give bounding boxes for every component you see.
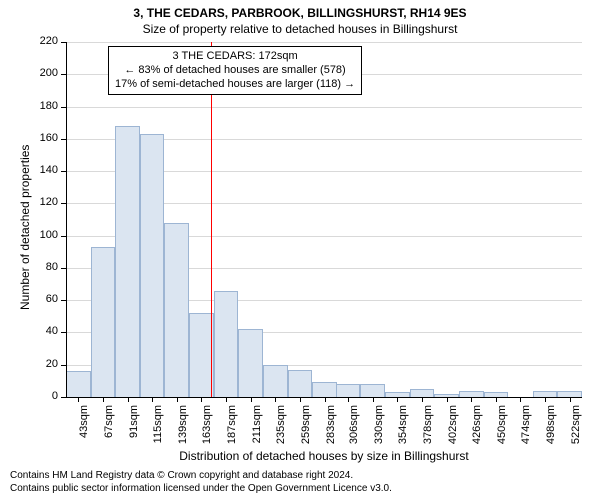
histogram-bar xyxy=(140,134,165,397)
y-tick-label: 60 xyxy=(32,293,58,305)
histogram-bar xyxy=(336,384,361,397)
x-tick xyxy=(471,397,472,402)
y-tick-label: 220 xyxy=(32,35,58,47)
x-tick-label: 402sqm xyxy=(447,405,459,455)
y-tick-label: 20 xyxy=(32,358,58,370)
x-tick-label: 474sqm xyxy=(520,405,532,455)
histogram-bar xyxy=(288,370,313,397)
x-tick-label: 91sqm xyxy=(128,405,140,455)
x-tick-label: 283sqm xyxy=(325,405,337,455)
x-tick-label: 450sqm xyxy=(496,405,508,455)
x-tick-label: 498sqm xyxy=(545,405,557,455)
plot-area xyxy=(66,42,582,397)
x-tick xyxy=(177,397,178,402)
gridline xyxy=(66,42,582,43)
histogram-bar xyxy=(66,371,91,397)
y-axis-label: Number of detached properties xyxy=(18,144,32,309)
x-tick-label: 522sqm xyxy=(570,405,582,455)
x-tick-label: 187sqm xyxy=(226,405,238,455)
x-tick-label: 139sqm xyxy=(177,405,189,455)
annotation-line1: 3 THE CEDARS: 172sqm xyxy=(115,50,355,64)
annotation-box: 3 THE CEDARS: 172sqm ← 83% of detached h… xyxy=(108,46,362,95)
y-tick-label: 160 xyxy=(32,132,58,144)
chart-title: 3, THE CEDARS, PARBROOK, BILLINGSHURST, … xyxy=(0,6,600,20)
x-tick xyxy=(152,397,153,402)
x-tick-label: 43sqm xyxy=(78,405,90,455)
x-tick xyxy=(422,397,423,402)
y-tick-label: 100 xyxy=(32,229,58,241)
x-tick xyxy=(300,397,301,402)
y-tick-label: 200 xyxy=(32,67,58,79)
x-tick xyxy=(103,397,104,402)
x-tick xyxy=(447,397,448,402)
footnote-line1: Contains HM Land Registry data © Crown c… xyxy=(10,470,392,483)
histogram-bar xyxy=(164,223,189,397)
annotation-line3: 17% of semi-detached houses are larger (… xyxy=(115,78,355,92)
y-tick-label: 0 xyxy=(32,390,58,402)
x-tick-label: 426sqm xyxy=(471,405,483,455)
x-tick xyxy=(520,397,521,402)
x-tick xyxy=(570,397,571,402)
chart-subtitle: Size of property relative to detached ho… xyxy=(0,22,600,36)
histogram-bar xyxy=(115,126,140,397)
histogram-bar xyxy=(312,382,337,397)
x-tick-label: 306sqm xyxy=(348,405,360,455)
x-tick-label: 115sqm xyxy=(152,405,164,455)
y-tick-label: 40 xyxy=(32,325,58,337)
y-tick-label: 140 xyxy=(32,164,58,176)
x-tick-label: 378sqm xyxy=(422,405,434,455)
x-tick xyxy=(545,397,546,402)
reference-line xyxy=(211,42,212,397)
chart-container: 3, THE CEDARS, PARBROOK, BILLINGSHURST, … xyxy=(0,0,600,500)
x-tick xyxy=(251,397,252,402)
x-tick xyxy=(325,397,326,402)
y-tick-label: 80 xyxy=(32,261,58,273)
histogram-bar xyxy=(214,291,239,398)
x-tick-label: 211sqm xyxy=(251,405,263,455)
x-tick-label: 259sqm xyxy=(300,405,312,455)
x-tick xyxy=(201,397,202,402)
histogram-bar xyxy=(410,389,435,397)
histogram-bar xyxy=(263,365,288,397)
x-tick xyxy=(397,397,398,402)
footnote: Contains HM Land Registry data © Crown c… xyxy=(10,470,392,495)
x-tick xyxy=(78,397,79,402)
y-tick-label: 180 xyxy=(32,100,58,112)
histogram-bar xyxy=(91,247,116,397)
histogram-bar xyxy=(360,384,385,397)
x-tick-label: 67sqm xyxy=(103,405,115,455)
x-tick xyxy=(128,397,129,402)
x-tick xyxy=(226,397,227,402)
histogram-bar xyxy=(238,329,263,397)
x-tick xyxy=(275,397,276,402)
x-tick-label: 235sqm xyxy=(275,405,287,455)
x-tick-label: 330sqm xyxy=(373,405,385,455)
x-tick-label: 354sqm xyxy=(397,405,409,455)
x-tick xyxy=(373,397,374,402)
y-tick-label: 120 xyxy=(32,196,58,208)
x-tick-label: 163sqm xyxy=(201,405,213,455)
gridline xyxy=(66,107,582,108)
annotation-line2: ← 83% of detached houses are smaller (57… xyxy=(115,64,355,78)
y-axis-line xyxy=(66,42,67,397)
x-tick xyxy=(496,397,497,402)
footnote-line2: Contains public sector information licen… xyxy=(10,483,392,496)
x-tick xyxy=(348,397,349,402)
